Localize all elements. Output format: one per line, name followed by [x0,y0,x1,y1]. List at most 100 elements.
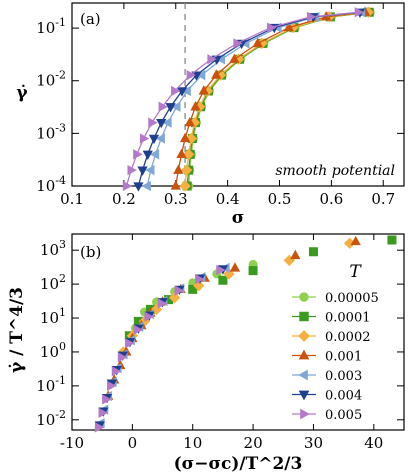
legend-label: 0.004 [325,389,362,404]
panel-b-x-tick-label: 10 [183,434,202,452]
panel-a-data-point [186,69,196,81]
panel-a-series-0.005 [122,7,365,192]
legend-entry: 0.001 [292,350,362,365]
panel-a-data-point [158,101,168,112]
legend-marker [298,330,310,342]
panel-a-data-point [229,53,240,63]
panel-a-x-tick-label: 0.1 [60,190,84,208]
panel-b-y-tick-label: 103 [40,238,66,259]
panel-a-data-point [184,116,195,127]
panel-a-data-point [267,22,277,33]
panel-a-y-tick-label: 10-2 [36,69,66,90]
panel-b-data-point [290,249,301,260]
panel-a-x-axis-label: σ [232,208,245,228]
panel-a-data-point [252,37,263,48]
legend-title: T [349,262,362,282]
panel-a-data-point [137,166,148,176]
panel-a-series-line [184,11,369,187]
panel-b-data-point [216,264,226,276]
panel-a-data-point [155,133,165,144]
panel-a-data-point [207,54,217,65]
panel-a-y-tick-label: 10-3 [36,121,66,142]
legend-entry: 0.003 [292,369,362,384]
panel-a-series-line [146,11,362,187]
panel-b-data-point [94,422,105,433]
panel-a-x-tick-label: 0.2 [112,190,136,208]
panel-a-x-tick-label: 0.4 [216,190,240,208]
panel-a-data-point [127,165,137,176]
panel-b-data-point [133,324,143,335]
panel-a-data-point [176,148,187,158]
panel-b-x-axis-label: (σ−σc)/T^2/3 [174,454,303,474]
panel-a-series [122,6,375,192]
panel-b-x-ticks: -10 0 10 20 30 40 [60,234,383,452]
legend-marker [299,311,309,322]
panel-a-y-tick-label: 10-1 [36,16,66,37]
panel-a-data-point [148,134,160,145]
panel-a-data-point [139,133,150,144]
panel-b-y-tick-label: 101 [40,306,66,327]
panel-a-data-point [145,165,155,176]
legend-marker [300,408,310,420]
panel-a-y-tick-label: 10-4 [36,174,66,195]
panel-a-data-point [176,87,188,97]
legend-entry: 0.0002 [292,330,371,345]
panel-a-data-point [283,21,294,32]
panel-b-data-point [387,235,397,245]
panel-b-series-0.004 [94,265,229,431]
panel-b-data-point [144,311,154,322]
panel-b-plot-frame [71,233,405,431]
panel-a-series-line [186,11,370,187]
panel-a-data-point [148,117,158,128]
panel-b-data-point [98,407,108,418]
panel-a-x-tick-label: 0.7 [371,190,395,208]
legend-marker [298,369,308,381]
panel-a-y-ticks: 10-4 10-3 10-2 10-1 [36,16,404,195]
panel-b-data-point [117,352,128,363]
legend-marker [299,292,309,302]
panel-b-label: (b) [80,243,101,261]
panel-b-series-0.005 [94,264,226,433]
panel-a-data-point [173,164,184,174]
panel-a-y-axis-label: γ̇ [16,83,28,103]
legend-entry: 0.005 [292,408,362,423]
panel-a-data-point [165,103,176,113]
legend-label: 0.00005 [325,291,379,306]
panel-b-data-point [106,380,117,391]
panel-b-data-point [350,235,361,246]
panel-b-data-point [102,394,112,405]
panel-a-data-point [133,182,144,192]
panel-a-data-point [190,101,201,111]
panel-a-data-point [179,132,191,143]
panel-a-data-point [170,180,181,190]
panel-b-y-ticks: 10-2 10-1 100 101 102 103 [36,238,404,429]
panel-a-series-line [125,11,359,187]
panel-b-y-axis-label: γ̇ / T^4/3 [7,287,27,373]
panel-a-data-point [122,180,133,192]
panel-a-data-point [156,118,167,129]
panel-b-data-point [125,338,135,349]
legend-marker [298,349,310,360]
panel-a-plot-frame [71,2,405,187]
panel-b-legend: T 0.00005 0.0001 0.0002 0.001 0.003 0.004 0.00… [292,262,379,423]
panel-b-data-point [308,247,318,257]
legend-label: 0.0001 [325,311,371,326]
panel-b-data-point [195,274,205,285]
panel-a-x-tick-label: 0.3 [164,190,188,208]
panel-a-x-ticks: 0.1 0.2 0.3 0.4 0.5 0.6 0.7 [60,3,395,208]
panel-b-y-tick-label: 10-1 [36,374,66,395]
panel-a-data-point [198,85,209,95]
legend-entry: 0.004 [292,389,362,404]
legend-label: 0.001 [325,350,362,365]
panel-a-x-tick-label: 0.5 [268,190,292,208]
panel-a-data-point [142,150,153,160]
panel-a-data-point [211,69,222,79]
legend-label: 0.005 [325,408,362,423]
panel-a-data-point [141,180,151,192]
legend-entry: 0.0001 [292,311,371,326]
panel-b-data-point [248,266,258,276]
panel-a-data-point [179,180,191,192]
panel-a-data-point [133,149,143,160]
panel-a: 0.1 0.2 0.3 0.4 0.5 0.6 0.7 10-4 10-3 10-2 10-1 (… [16,2,405,228]
